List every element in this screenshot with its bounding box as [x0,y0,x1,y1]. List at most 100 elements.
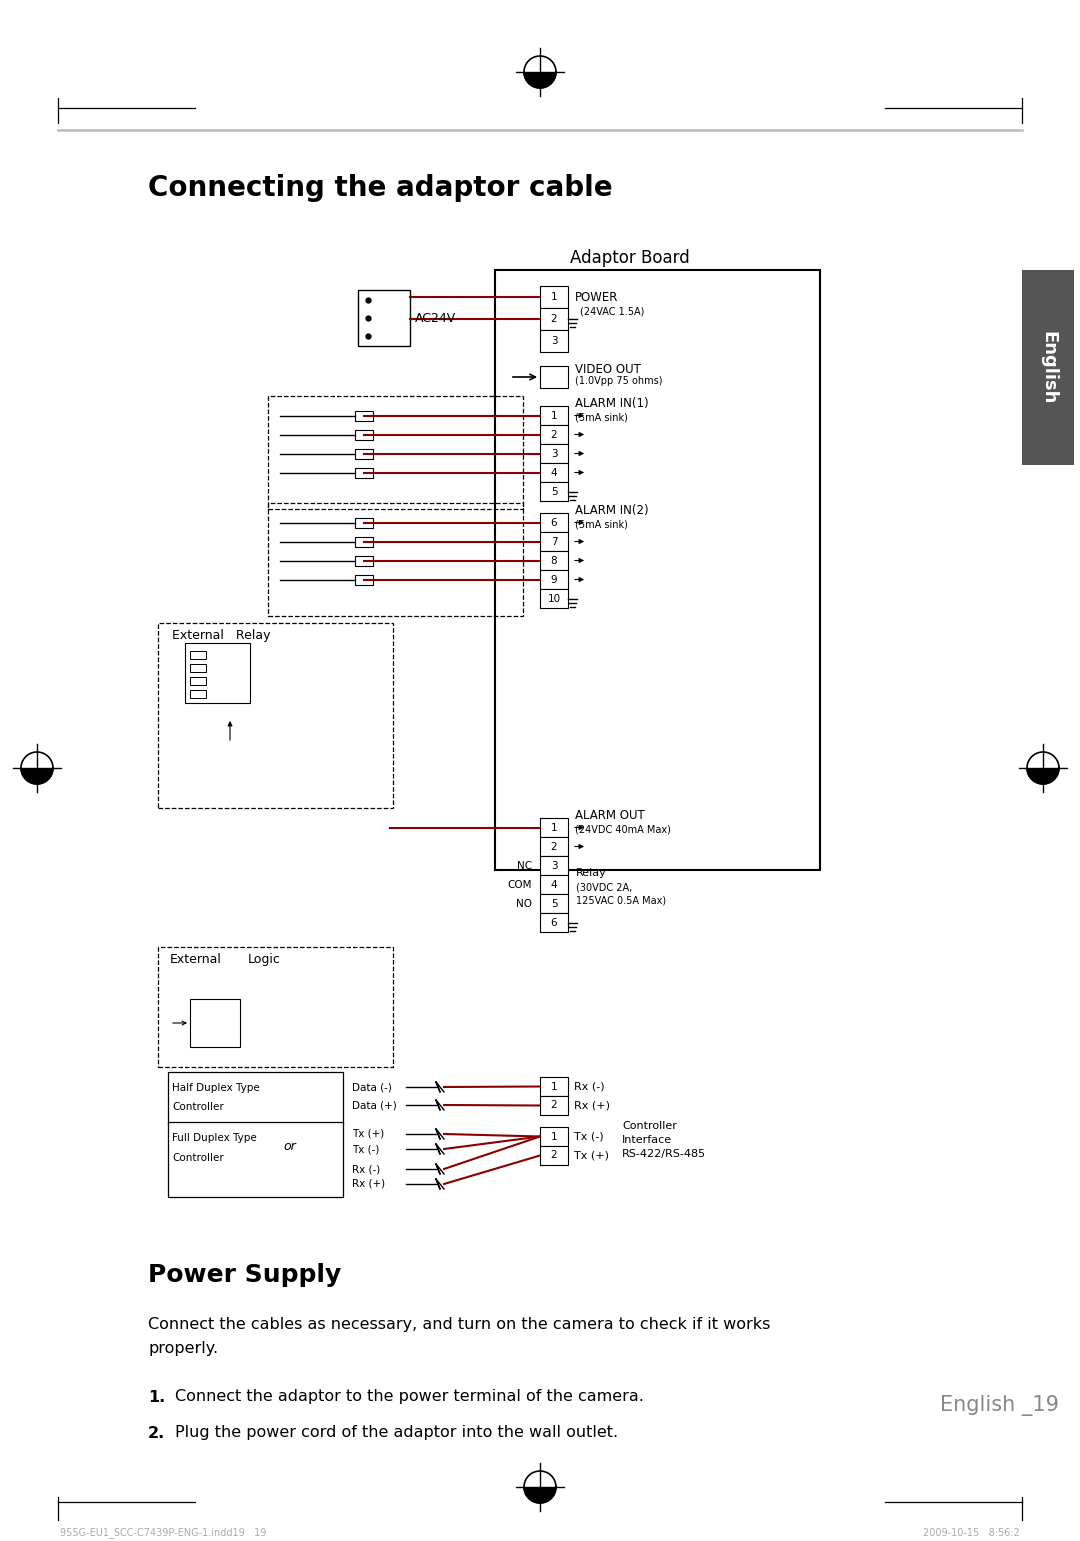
Text: 6: 6 [551,917,557,928]
Text: 3: 3 [551,860,557,871]
Text: Interface: Interface [622,1136,672,1145]
Text: (5mA sink): (5mA sink) [575,411,627,422]
Bar [540,462,568,482]
Bar [355,575,373,584]
Bar [540,589,568,609]
Text: Rx (+): Rx (+) [352,1179,386,1190]
Polygon shape [1027,752,1059,767]
Text: 5: 5 [551,898,557,909]
Text: 2: 2 [551,841,557,852]
Bar [540,912,568,932]
Text: Rx (-): Rx (-) [352,1163,380,1174]
Text: External   Relay: External Relay [172,629,270,641]
Bar [540,482,568,501]
Text: Data (+): Data (+) [352,1100,396,1110]
Text: 4: 4 [551,880,557,889]
Text: 4: 4 [551,467,557,478]
Text: Adaptor Board: Adaptor Board [570,250,690,267]
Bar [158,948,393,1066]
Text: Controller: Controller [622,1120,677,1131]
Bar [540,405,568,425]
Text: (30VDC 2A,: (30VDC 2A, [576,883,632,892]
Text: 2: 2 [551,430,557,439]
Bar [540,425,568,444]
Text: COM: COM [508,880,532,889]
Text: 125VAC 0.5A Max): 125VAC 0.5A Max) [576,895,666,906]
Text: VIDEO OUT: VIDEO OUT [575,362,640,376]
Bar [168,1073,343,1123]
Text: Controller: Controller [172,1102,224,1113]
Bar [540,287,568,308]
Text: POWER: POWER [575,291,619,304]
Text: 1: 1 [551,291,557,302]
Polygon shape [21,752,53,767]
Text: properly.: properly. [148,1342,218,1356]
Bar [168,1122,343,1197]
Text: External: External [170,952,221,966]
Bar [540,570,568,589]
Bar [540,1147,568,1165]
Bar [355,536,373,547]
Bar [185,643,249,703]
Bar [495,270,820,871]
Bar [540,308,568,330]
Text: (24VAC 1.5A): (24VAC 1.5A) [580,307,645,316]
Text: 3: 3 [551,448,557,459]
Bar [540,855,568,875]
Text: (1.0Vpp 75 ohms): (1.0Vpp 75 ohms) [575,376,662,385]
Bar [540,818,568,837]
Bar [355,410,373,421]
Text: 9: 9 [551,575,557,584]
Polygon shape [21,767,53,784]
Bar [540,552,568,570]
Text: 10: 10 [548,593,561,604]
Bar [268,502,523,616]
Bar [268,396,523,509]
Bar [355,467,373,478]
Polygon shape [1027,767,1059,784]
Bar [540,330,568,351]
Text: Half Duplex Type: Half Duplex Type [172,1083,260,1093]
Bar [355,555,373,566]
Text: ALARM OUT: ALARM OUT [575,809,645,821]
Bar [540,837,568,855]
Bar [190,690,206,698]
Text: Rx (-): Rx (-) [573,1082,605,1091]
Text: Controller: Controller [172,1153,224,1163]
Polygon shape [524,55,556,72]
Text: 1: 1 [551,823,557,832]
Text: ALARM IN(2): ALARM IN(2) [575,504,649,516]
Bar [190,999,240,1046]
Text: Tx (-): Tx (-) [573,1131,604,1142]
Text: Tx (+): Tx (+) [352,1130,384,1139]
Text: 2: 2 [551,1100,557,1111]
Bar [355,518,373,527]
Bar [540,1096,568,1116]
Polygon shape [524,1487,556,1502]
Text: English: English [1039,331,1057,405]
Bar [357,290,410,347]
Polygon shape [524,1472,556,1487]
Text: Logic: Logic [248,952,281,966]
Bar [540,1077,568,1096]
Bar [355,430,373,439]
Text: 2.: 2. [148,1425,165,1441]
Text: NO: NO [516,898,532,909]
Text: Relay: Relay [576,868,607,877]
Text: 1.: 1. [148,1390,165,1404]
Bar [540,513,568,532]
Text: 6: 6 [551,518,557,527]
Bar [190,650,206,660]
Bar [540,367,568,388]
Text: 7: 7 [551,536,557,547]
Bar [540,1126,568,1147]
Text: (24VDC 40mA Max): (24VDC 40mA Max) [575,824,671,834]
Text: 8: 8 [551,555,557,566]
Text: (5mA sink): (5mA sink) [575,519,627,529]
Bar [190,676,206,686]
Text: 2009-10-15   8:56:2: 2009-10-15 8:56:2 [923,1529,1020,1538]
Text: 1: 1 [551,410,557,421]
Bar [540,894,568,912]
Bar [540,532,568,552]
Polygon shape [524,72,556,88]
